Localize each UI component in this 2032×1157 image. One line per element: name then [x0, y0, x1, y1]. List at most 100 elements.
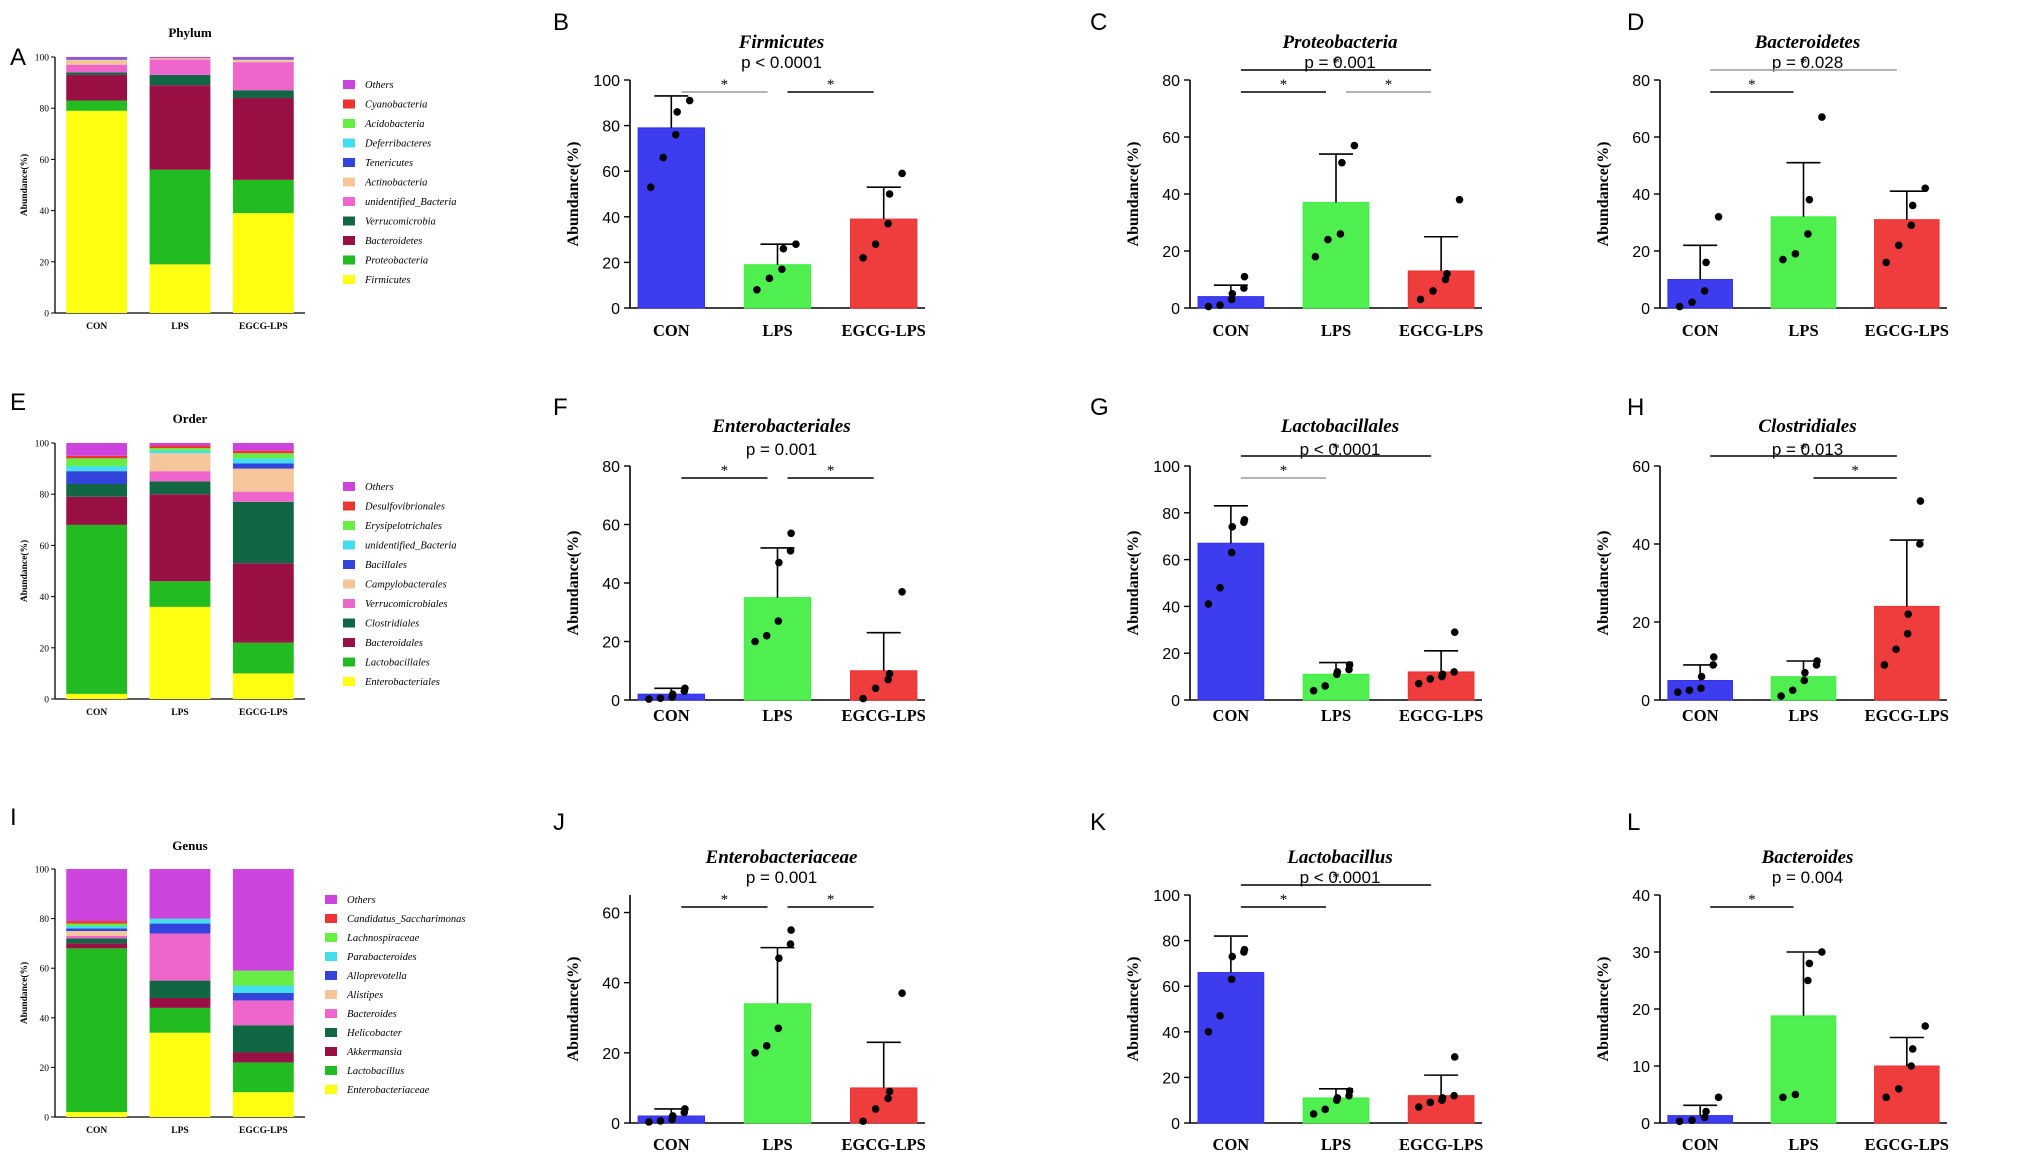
stack-segment-lps-bacteroidetes — [149, 85, 211, 170]
legend-swatch — [343, 657, 355, 667]
legend-swatch — [325, 1047, 337, 1056]
data-point-lps — [1345, 661, 1354, 669]
data-point-con — [1700, 287, 1709, 295]
y-axis-label: Abundance(%) — [19, 540, 30, 602]
y-tick-label: 20 — [1632, 1002, 1650, 1019]
y-tick-label: 80 — [1162, 73, 1180, 90]
x-tick-label: CON — [653, 321, 690, 340]
data-point-lps — [751, 1049, 759, 1057]
y-tick-label: 40 — [40, 593, 50, 603]
data-point-lps — [1818, 113, 1826, 121]
x-tick-label: EGCG-LPS — [842, 321, 926, 340]
y-tick-label: 60 — [602, 164, 620, 181]
stack-segment-con-verrucomicrobia — [66, 72, 128, 75]
stack-segment-con-erysipelotrichales — [66, 458, 128, 467]
bar-panel-f: F Enterobacteriales p = 0.001 0 20 40 60 80 Abun… — [553, 394, 926, 725]
y-tick-label: 100 — [593, 73, 620, 90]
y-tick-label: 40 — [1632, 187, 1650, 204]
data-point-egcg-lps — [1903, 629, 1912, 638]
y-tick-label: 60 — [1632, 130, 1650, 147]
y-tick-label: 40 — [1162, 187, 1180, 204]
data-point-con — [1702, 1107, 1710, 1116]
stack-segment-lps-campylobacterales — [149, 453, 211, 472]
x-tick-label: EGCG-LPS — [1865, 1135, 1949, 1154]
x-tick-label: EGCG-LPS — [842, 1135, 926, 1154]
legend-swatch — [343, 80, 355, 89]
stack-segment-lps-akkermansia — [149, 997, 211, 1008]
x-tick-label: LPS — [171, 1126, 188, 1136]
stack-segment-lps-enterobacteriaceae — [149, 1032, 211, 1117]
data-point-con — [645, 695, 653, 703]
stack-segment-egcg-lps-parabacteroides — [232, 985, 294, 993]
y-tick-label: 20 — [602, 635, 620, 652]
legend-label: Clostridiales — [365, 619, 419, 630]
sig-star: * — [1332, 441, 1340, 457]
panel-letter: J — [553, 809, 565, 836]
x-tick-label: EGCG-LPS — [239, 708, 288, 718]
legend-swatch — [343, 138, 355, 148]
y-tick-label: 60 — [1162, 979, 1180, 996]
stack-segment-lps-lactobacillales — [149, 581, 211, 607]
chart-title: Proteobacteria — [1281, 32, 1398, 53]
data-point-con — [671, 130, 680, 139]
legend-label: Tenericutes — [365, 158, 413, 169]
legend-swatch — [343, 99, 355, 109]
data-point-lps — [792, 240, 800, 248]
data-point-con — [1204, 1028, 1213, 1036]
legend-label: Alistipes — [346, 990, 383, 1001]
data-point-lps — [1805, 195, 1814, 204]
legend-label: Verrucomicrobiales — [365, 599, 447, 610]
sig-star: * — [1800, 441, 1808, 457]
legend-label: Erysipelotrichales — [364, 521, 442, 532]
legend-swatch — [325, 933, 337, 942]
stack-segment-lps-erysipelotrichales — [149, 448, 211, 451]
data-point-egcg-lps — [1438, 1094, 1447, 1102]
chart-title: Bacteroidetes — [1754, 32, 1861, 53]
data-point-egcg-lps — [1908, 201, 1917, 210]
y-axis-label: Abundance(%) — [1125, 531, 1142, 636]
stack-segment-egcg-lps-helicobacter — [232, 1025, 294, 1053]
stack-segment-egcg-lps-clostridiales — [232, 501, 294, 564]
stack-segment-con-lactobacillales — [66, 524, 128, 694]
data-point-lps — [1818, 948, 1826, 956]
bar-panel-g: G Lactobacillales p < 0.0001 0 20 40 60 80 100 Ab… — [1090, 394, 1483, 725]
legend-label: Proteobacteria — [364, 256, 428, 267]
sig-star: * — [827, 892, 835, 908]
y-tick-label: 60 — [1632, 459, 1650, 476]
data-point-lps — [1804, 230, 1812, 238]
panel-title: Genus — [172, 838, 207, 853]
data-point-con — [685, 96, 694, 105]
data-point-egcg-lps — [1892, 645, 1900, 654]
legend-swatch — [325, 914, 337, 923]
data-point-lps — [779, 244, 788, 253]
panel-letter: H — [1627, 394, 1644, 421]
chart-title: Enterobacteriaceae — [705, 847, 859, 868]
x-tick-label: CON — [1682, 1135, 1719, 1154]
data-point-lps — [1345, 1087, 1354, 1095]
legend-label: Bacillales — [365, 560, 407, 571]
stack-segment-con-parabacteroides — [66, 926, 128, 929]
data-point-egcg-lps — [1880, 661, 1889, 669]
legend-label: Cyanobacteria — [365, 100, 427, 111]
x-tick-label: LPS — [1321, 1135, 1351, 1154]
x-tick-label: LPS — [171, 322, 188, 332]
legend-swatch — [343, 482, 355, 491]
stack-segment-lps-actinobacteria — [149, 58, 211, 60]
data-point-con — [1228, 952, 1237, 961]
chart-subtitle: p < 0.0001 — [1300, 440, 1381, 459]
stack-segment-con-lachnospiraceae — [66, 923, 128, 927]
data-point-lps — [1324, 235, 1332, 244]
y-tick-label: 30 — [1632, 945, 1650, 962]
chart-subtitle: p = 0.013 — [1772, 440, 1843, 459]
data-point-egcg-lps — [859, 1117, 867, 1126]
legend-label: Others — [365, 482, 394, 493]
legend-label: Actinobacteria — [364, 178, 427, 189]
data-point-egcg-lps — [1438, 670, 1447, 679]
y-tick-label: 80 — [40, 491, 50, 501]
chart-subtitle: p < 0.0001 — [1300, 868, 1381, 887]
legend-label: Parabacteroides — [346, 952, 417, 963]
data-point-con — [681, 1105, 689, 1113]
data-point-egcg-lps — [1904, 610, 1913, 618]
data-point-con — [1204, 302, 1213, 311]
